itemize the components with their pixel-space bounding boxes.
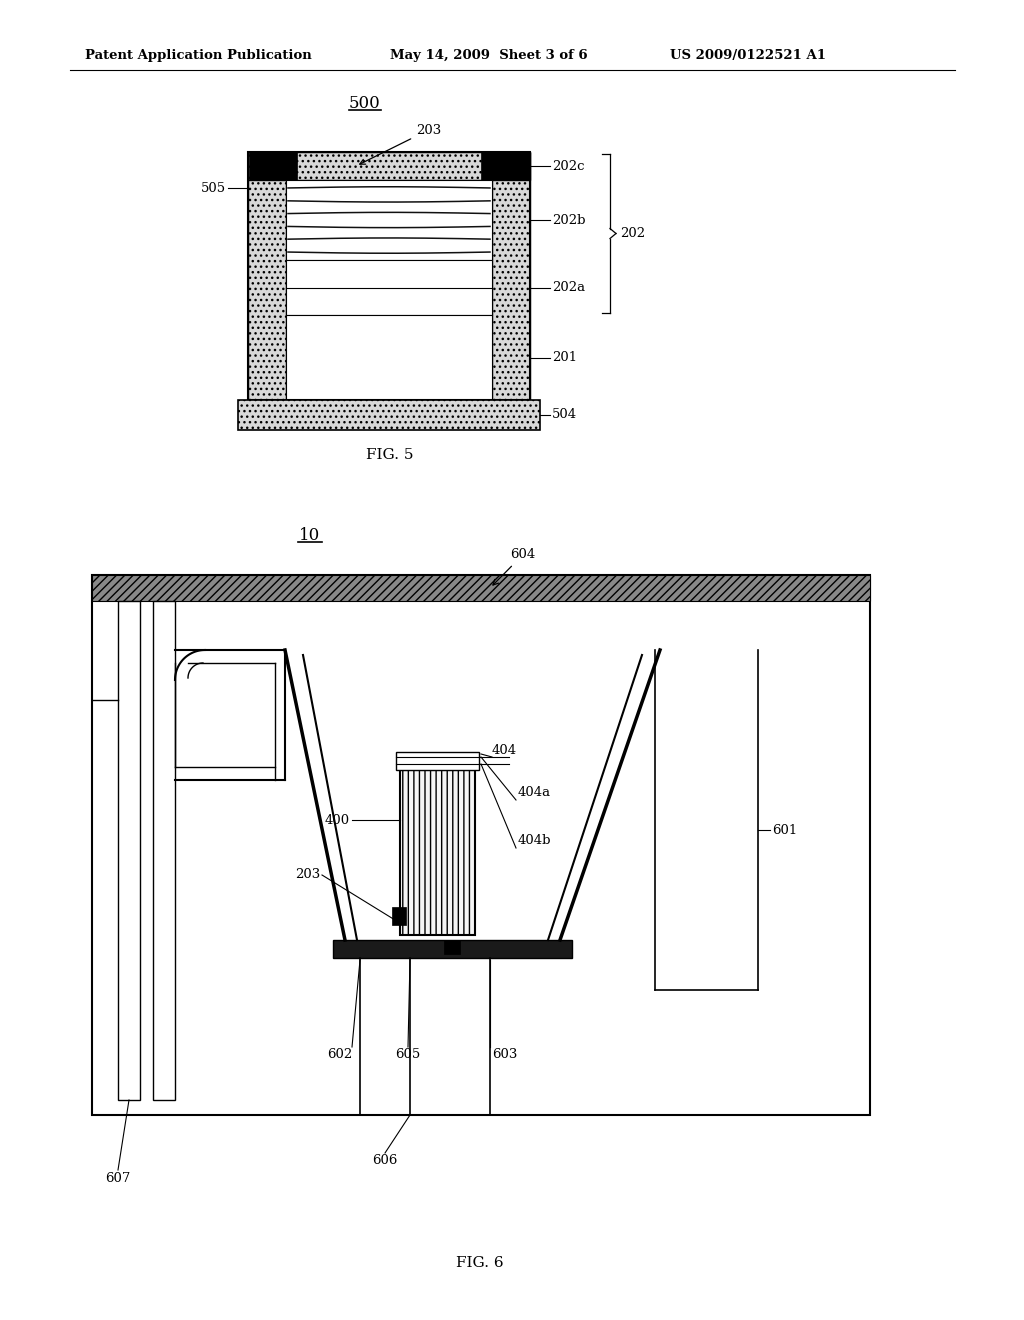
- Text: 404b: 404b: [518, 833, 552, 846]
- Text: 607: 607: [105, 1172, 131, 1184]
- Text: May 14, 2009  Sheet 3 of 6: May 14, 2009 Sheet 3 of 6: [390, 49, 588, 62]
- Text: 601: 601: [772, 824, 798, 837]
- Text: 203: 203: [359, 124, 441, 164]
- Text: FIG. 6: FIG. 6: [456, 1257, 504, 1270]
- Text: Patent Application Publication: Patent Application Publication: [85, 49, 311, 62]
- Bar: [444, 940, 460, 954]
- Bar: [396, 752, 479, 770]
- Text: 201: 201: [552, 351, 578, 364]
- Text: 202c: 202c: [552, 160, 585, 173]
- Bar: [248, 152, 530, 400]
- Text: 202b: 202b: [552, 214, 586, 227]
- Bar: [118, 601, 140, 1100]
- Bar: [92, 576, 870, 1115]
- Text: 404a: 404a: [518, 787, 551, 800]
- Bar: [248, 152, 530, 180]
- Text: 505: 505: [201, 181, 226, 194]
- Bar: [286, 315, 492, 400]
- Text: 605: 605: [395, 1048, 421, 1061]
- Bar: [238, 400, 540, 430]
- Bar: [248, 152, 286, 400]
- Text: 10: 10: [299, 527, 321, 544]
- Bar: [481, 152, 529, 180]
- Text: 202: 202: [620, 227, 645, 240]
- Text: FIG. 5: FIG. 5: [367, 447, 414, 462]
- Text: 602: 602: [328, 1048, 352, 1061]
- Text: 604: 604: [493, 549, 536, 585]
- Text: 504: 504: [552, 408, 578, 421]
- Text: 606: 606: [373, 1154, 397, 1167]
- Text: US 2009/0122521 A1: US 2009/0122521 A1: [670, 49, 826, 62]
- Bar: [392, 907, 406, 925]
- Text: 404: 404: [492, 743, 517, 756]
- Bar: [286, 260, 492, 315]
- Bar: [286, 180, 492, 260]
- Text: 203: 203: [295, 869, 319, 882]
- Bar: [400, 770, 475, 935]
- Text: 400: 400: [325, 813, 350, 826]
- Bar: [249, 152, 297, 180]
- Bar: [492, 152, 530, 400]
- Bar: [153, 601, 175, 1100]
- Text: 500: 500: [349, 95, 381, 111]
- Bar: [333, 940, 572, 958]
- Text: 603: 603: [492, 1048, 517, 1061]
- Bar: [92, 576, 870, 601]
- Text: 202a: 202a: [552, 281, 585, 294]
